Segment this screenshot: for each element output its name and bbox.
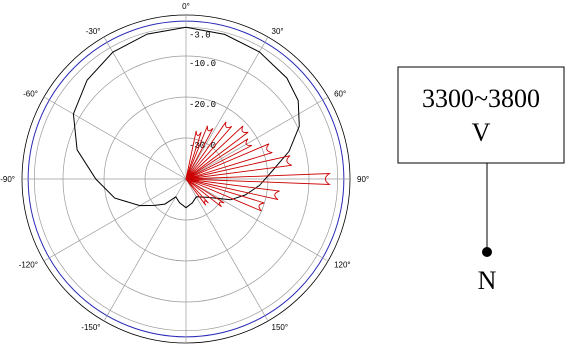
voltage-range-label: 3300~3800 [422, 84, 540, 113]
terminal-dot [482, 247, 492, 257]
series-red-lobe [185, 178, 280, 201]
radial-tick-label: -30.0 [189, 141, 216, 151]
grid-spokes [22, 15, 350, 343]
series-red-lobe [185, 155, 292, 180]
radial-tick-label: -20.0 [189, 100, 216, 110]
radial-tick-label: -3.0 [189, 30, 211, 40]
grid-spoke [103, 36, 187, 180]
schematic: 3300~3800 V N [397, 66, 565, 295]
angle-labels: 0°30°60°90°120°150°180°-150°-120°-90°-60… [0, 2, 369, 332]
angle-tick-label: 0° [182, 2, 190, 11]
series-red-lobe [185, 138, 253, 180]
series-red-lobe [185, 125, 214, 180]
radial-tick-label: -10.0 [189, 59, 216, 69]
grid-spoke [43, 178, 187, 262]
grid-spoke [185, 178, 329, 262]
angle-tick-label: 120° [334, 261, 351, 270]
polar-chart: 0°30°60°90°120°150°180°-150°-120°-90°-60… [0, 2, 369, 344]
angle-tick-label: -150° [81, 323, 100, 332]
series-red-lobe [185, 130, 202, 180]
grid-spoke [185, 96, 329, 180]
angle-tick-label: -60° [23, 90, 38, 99]
grid-spoke [185, 36, 269, 180]
angle-tick-label: 90° [357, 175, 369, 184]
series-red-lobe [185, 172, 331, 186]
series-red-lobe [185, 121, 233, 180]
angle-tick-label: 30° [272, 27, 284, 36]
series-red-lobe [185, 178, 225, 208]
series-black-pattern [72, 26, 300, 209]
grid-spoke [103, 178, 187, 322]
grid-spoke [185, 178, 269, 322]
series-red-lobe [185, 143, 273, 180]
series-red-lobe [185, 125, 249, 180]
series-red-lobe [185, 178, 265, 212]
angle-tick-label: -30° [86, 27, 101, 36]
voltage-box [397, 66, 565, 164]
ring-labels: -3.0 -10.0 -20.0 -30.0 [189, 30, 216, 151]
grid-spoke [43, 96, 187, 180]
series-layer [72, 26, 331, 212]
angle-tick-label: 150° [272, 323, 289, 332]
angle-tick-label: 60° [334, 90, 346, 99]
series-red-lobe [185, 178, 209, 206]
voltage-unit-label: V [472, 118, 491, 147]
angle-tick-label: -90° [0, 175, 15, 184]
angle-tick-label: -120° [19, 261, 38, 270]
terminal-label: N [478, 266, 497, 295]
